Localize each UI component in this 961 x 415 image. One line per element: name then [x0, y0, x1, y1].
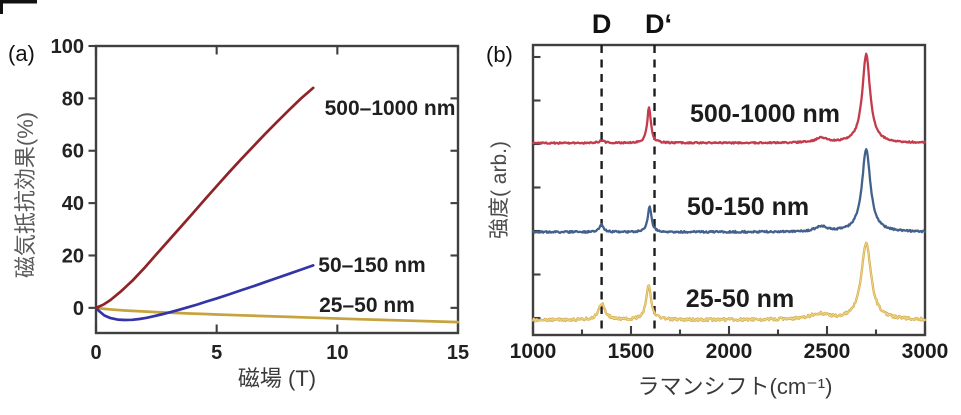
panel-b-x-tick-label: 3000: [902, 340, 949, 363]
crop-artifact-vertical: [0, 0, 3, 14]
panel-a-series: [94, 86, 460, 324]
panel-a-y-axis-title: 磁気抵抗効果(%): [13, 112, 38, 278]
panel-a-y-tick-label: 0: [73, 298, 84, 320]
panel-a-x-axis-title: 磁場 (T): [238, 366, 316, 391]
panel-a-series-label-0: 25–50 nm: [319, 294, 415, 317]
panel-b: 1000 1500 2000 2500 3000 D D‘ (b) ラマンシフト(cm⁻¹…: [486, 9, 948, 399]
panel-b-series-label-0: 500-1000 nm: [690, 100, 840, 128]
panel-a-curve-0: [94, 306, 460, 324]
crop-artifact-horizontal: [0, 0, 37, 4]
panel-a-x-tick-label: 10: [326, 342, 348, 364]
panel-a-x-tick-label: 0: [90, 342, 101, 364]
panel-a-curve-2: [94, 86, 315, 310]
panel-b-x-tick-label: 1000: [510, 340, 557, 363]
panel-a-y-tick-label: 100: [51, 36, 84, 58]
panel-a-plot-area: [94, 44, 460, 335]
panel-a-label: (a): [8, 41, 35, 66]
panel-a-series-label-2: 500–1000 nm: [325, 97, 456, 120]
panel-a-curve-1: [94, 264, 315, 322]
annotation-label-1: D‘: [645, 9, 672, 39]
panel-b-spectrum-0: [531, 52, 927, 145]
panel-a-x-tick-label: 15: [447, 342, 469, 364]
panel-b-series: [531, 52, 927, 323]
panel-a-series-label-1: 50–150 nm: [318, 254, 425, 277]
panel-b-x-axis-title: ラマンシフト(cm⁻¹): [638, 374, 833, 399]
panel-b-y-axis-title: 強度( arb.): [488, 141, 511, 239]
panel-b-annotations: D D‘: [592, 9, 672, 335]
panel-b-x-tick-label: 2500: [804, 340, 851, 363]
panel-a-x-tick-label: 5: [211, 342, 222, 364]
panel-a-ticks: 0 5 10 15 0 20 40 60 80 100: [51, 36, 470, 364]
panel-b-series-label-1: 50-150 nm: [687, 193, 809, 221]
panel-a-y-tick-label: 60: [62, 141, 84, 163]
annotation-label-0: D: [592, 9, 612, 39]
panel-b-label: (b): [486, 42, 513, 67]
panel-b-ticks: 1000 1500 2000 2500 3000: [510, 55, 949, 363]
panel-b-spectrum-1: [531, 148, 927, 234]
panel-b-x-tick-label: 1500: [608, 340, 655, 363]
panel-a-y-tick-label: 80: [62, 88, 84, 110]
panel-b-series-label-2: 25-50 nm: [686, 285, 794, 313]
panel-b-x-tick-label: 2000: [706, 340, 753, 363]
panel-b-spectrum-core-2: [532, 242, 926, 322]
panel-a-y-tick-label: 20: [62, 245, 84, 267]
panel-a-y-tick-label: 40: [62, 193, 84, 215]
